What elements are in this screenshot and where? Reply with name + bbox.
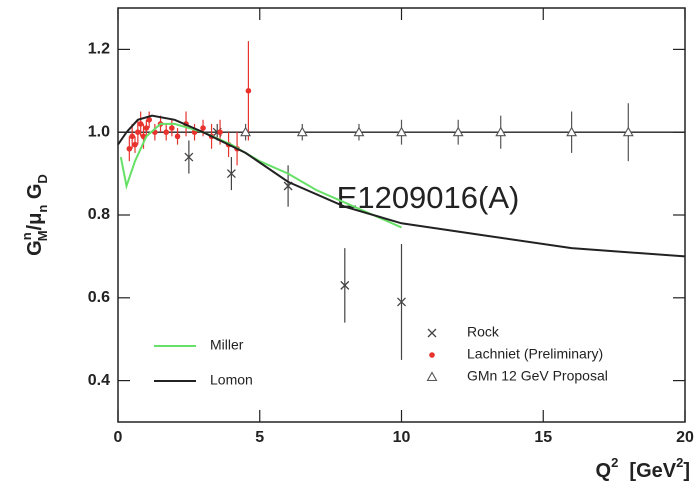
y-tick-label: 0.8	[88, 206, 110, 223]
point	[137, 121, 144, 127]
curve	[117, 114, 686, 258]
x-tick-label: 0	[114, 429, 123, 446]
y-tick-label: 0.4	[88, 372, 110, 389]
point	[217, 129, 223, 135]
y-label-part: D	[35, 174, 50, 183]
legend-label: Lomon	[210, 372, 253, 388]
y-label-part: G	[24, 184, 46, 205]
y-tick-label: 0.6	[88, 289, 110, 306]
point	[495, 126, 507, 137]
legend-label: Miller	[210, 337, 244, 353]
point	[226, 169, 236, 179]
point	[143, 125, 150, 131]
x-tick-label: 10	[393, 429, 411, 446]
point	[163, 129, 169, 135]
point	[566, 126, 578, 137]
y-label-part: M	[35, 230, 50, 241]
x-label-part: ]	[683, 460, 690, 482]
y-axis-label: GnM/μn GD	[19, 174, 50, 256]
point	[397, 297, 406, 307]
x-label-part: 2	[611, 455, 618, 470]
y-label-part: n	[35, 205, 50, 213]
x-tick-label: 5	[255, 429, 264, 446]
y-tick-label: 1.0	[88, 123, 110, 140]
point	[240, 126, 252, 137]
point	[169, 125, 175, 131]
point	[353, 126, 365, 137]
x-label-part: 2	[676, 455, 683, 470]
x-tick-label: 15	[534, 429, 552, 446]
point	[129, 133, 135, 140]
y-label-part: /μ	[24, 213, 46, 231]
y-label-part: G	[24, 240, 46, 256]
point	[452, 126, 464, 137]
point	[146, 116, 152, 123]
x-tick-label: 20	[676, 429, 694, 446]
legend-swatch	[427, 328, 437, 338]
point	[296, 126, 308, 137]
x-label-part: [GeV	[618, 460, 676, 482]
point	[622, 126, 634, 137]
point	[174, 133, 181, 140]
legend-swatch	[426, 371, 438, 382]
annotation: E1209016(A)	[337, 180, 520, 215]
point	[184, 152, 194, 162]
y-tick-label: 1.2	[88, 41, 110, 58]
legend-label: Lachniet (Preliminary)	[467, 346, 603, 362]
legend-label: GMn 12 GeV Proposal	[467, 368, 608, 384]
legend-swatch	[429, 352, 435, 358]
point	[132, 141, 138, 148]
point	[340, 280, 350, 290]
point	[135, 129, 141, 135]
x-label-part: Q	[596, 460, 612, 482]
y-label-part: n	[19, 232, 34, 240]
legend-label: Rock	[467, 324, 500, 340]
point	[245, 88, 252, 94]
point	[396, 126, 407, 137]
point	[200, 125, 206, 131]
x-axis-label: Q2 [GeV2]	[596, 455, 691, 482]
point	[126, 145, 133, 152]
